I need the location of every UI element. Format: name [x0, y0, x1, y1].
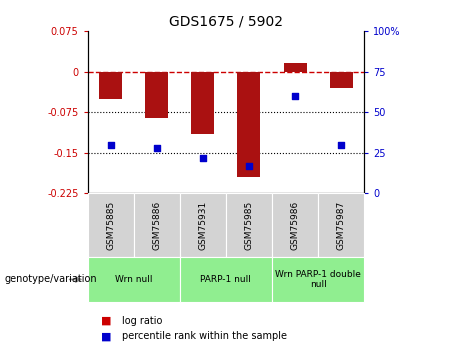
Bar: [284, 63, 307, 71]
Bar: [99, 71, 122, 99]
Point: [291, 93, 299, 99]
Point: [107, 142, 114, 147]
Bar: [145, 71, 168, 118]
Bar: [237, 71, 260, 177]
Text: PARP-1 null: PARP-1 null: [201, 275, 251, 284]
Text: percentile rank within the sample: percentile rank within the sample: [122, 332, 287, 341]
Text: ■: ■: [101, 316, 111, 326]
Text: ■: ■: [101, 332, 111, 341]
Text: GSM75985: GSM75985: [244, 200, 254, 250]
Text: GSM75986: GSM75986: [290, 200, 300, 250]
Text: GSM75885: GSM75885: [106, 200, 115, 250]
Point: [337, 142, 345, 147]
Point: [245, 163, 253, 168]
Text: Wrn null: Wrn null: [115, 275, 153, 284]
Bar: [191, 71, 214, 134]
Title: GDS1675 / 5902: GDS1675 / 5902: [169, 14, 283, 29]
Text: log ratio: log ratio: [122, 316, 163, 326]
Text: GSM75987: GSM75987: [337, 200, 346, 250]
Bar: [330, 71, 353, 88]
Text: GSM75931: GSM75931: [198, 200, 207, 250]
Text: GSM75886: GSM75886: [152, 200, 161, 250]
Point: [153, 145, 160, 150]
Text: Wrn PARP-1 double
null: Wrn PARP-1 double null: [275, 270, 361, 289]
Text: genotype/variation: genotype/variation: [5, 275, 97, 284]
Point: [199, 155, 207, 160]
